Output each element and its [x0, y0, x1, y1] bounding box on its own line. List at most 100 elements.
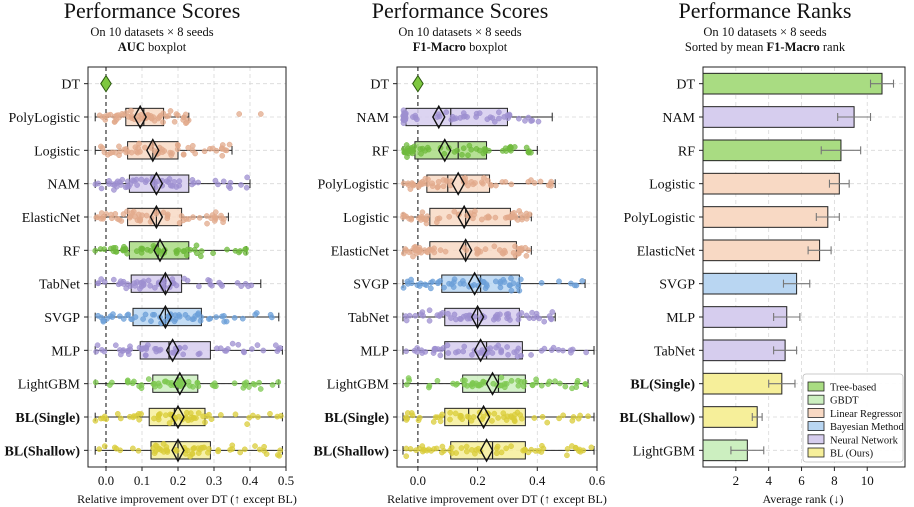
data-point	[223, 348, 230, 354]
row-label: RF	[678, 144, 695, 159]
data-point	[400, 250, 407, 257]
data-point	[491, 118, 498, 125]
data-point	[186, 382, 193, 389]
data-point	[405, 150, 412, 157]
data-point	[143, 352, 149, 359]
data-point	[232, 411, 239, 418]
data-point	[257, 386, 264, 392]
data-point	[229, 340, 236, 347]
data-point	[492, 214, 499, 221]
data-point	[249, 346, 255, 352]
data-point	[431, 446, 437, 452]
data-point	[143, 212, 150, 219]
rank-bar-panel: Performance Ranks On 10 datasets × 8 see…	[620, 0, 906, 506]
row-label: PolyLogistic	[623, 211, 695, 226]
data-point	[445, 310, 451, 317]
data-point	[200, 413, 206, 420]
f1-boxplot-panel: Performance Scores On 10 datasets × 8 se…	[314, 0, 607, 506]
data-point	[114, 178, 121, 185]
x-tick-label: 0.2	[469, 473, 485, 488]
data-point	[152, 442, 159, 449]
mean-marker	[438, 138, 452, 163]
panel-subtitle-line2: F1-Macro boxplot	[413, 40, 508, 54]
legend-label: Tree-based	[830, 383, 877, 394]
data-point	[455, 348, 462, 355]
data-point	[95, 280, 101, 287]
data-point	[123, 285, 130, 292]
data-point	[182, 312, 189, 318]
data-point	[253, 310, 260, 316]
data-point	[569, 385, 575, 392]
row-label: SVGP	[353, 278, 389, 293]
data-point	[441, 150, 448, 157]
data-point	[424, 181, 431, 187]
mean-marker	[149, 171, 164, 196]
row-label: ElasticNet	[637, 244, 695, 259]
data-point	[244, 421, 250, 427]
data-point	[92, 379, 99, 386]
data-point	[98, 215, 104, 222]
data-point	[185, 216, 192, 222]
data-point	[213, 314, 220, 320]
data-point	[433, 219, 440, 226]
data-point	[165, 179, 172, 185]
auc-boxplot-panel: Performance Scores On 10 datasets × 8 se…	[5, 0, 297, 506]
data-point	[496, 247, 503, 253]
panel-subtitle-line1: On 10 datasets × 8 seeds	[90, 25, 213, 39]
row-label: ElasticNet	[331, 244, 389, 259]
data-point	[176, 312, 182, 318]
data-point	[414, 348, 420, 355]
data-point	[439, 449, 445, 456]
data-point	[403, 453, 410, 460]
data-point	[556, 415, 562, 422]
mean-marker	[149, 204, 164, 230]
data-point	[505, 351, 511, 358]
bar	[702, 339, 786, 362]
data-point	[502, 179, 509, 185]
subtitle-pre: Sorted by mean	[685, 40, 767, 54]
panel-title: Performance Scores	[372, 0, 549, 23]
data-point	[117, 280, 124, 287]
data-point	[151, 311, 158, 318]
box-row-dt: DT	[370, 74, 424, 93]
data-point	[426, 307, 433, 314]
data-point	[442, 248, 449, 255]
data-point	[124, 378, 131, 385]
subtitle-metric: AUC	[118, 40, 145, 54]
row-label: BL(Single)	[15, 411, 80, 426]
data-point	[450, 284, 457, 290]
data-point	[124, 148, 131, 155]
mean-marker	[171, 404, 185, 430]
data-point	[117, 148, 124, 155]
legend-swatch	[807, 434, 825, 445]
data-point	[478, 216, 485, 223]
data-point	[209, 145, 216, 152]
data-point	[237, 449, 244, 456]
panel-title: Performance Scores	[64, 0, 241, 23]
data-point	[267, 410, 273, 417]
panel-subtitle-line2: AUC boxplot	[118, 40, 187, 54]
data-point	[523, 312, 530, 319]
data-point	[133, 176, 140, 183]
legend-label: Linear Regressor	[830, 409, 903, 420]
bar	[702, 206, 829, 228]
data-point	[485, 213, 492, 220]
x-tick-label: 0.3	[206, 473, 222, 488]
legend: Tree-based GBDT Linear Regressor Bayesian M…	[802, 373, 905, 463]
data-point	[137, 285, 143, 292]
row-label: TabNet	[654, 344, 695, 359]
data-point	[404, 381, 410, 388]
data-point	[508, 275, 514, 282]
x-tick-label: 4	[765, 473, 772, 488]
data-point	[583, 349, 590, 356]
bar-row-rf: RF	[678, 139, 862, 162]
data-point	[127, 213, 134, 220]
legend-item: BL (Ours)	[807, 447, 874, 460]
data-point	[198, 253, 204, 260]
legend-label: GBDT	[830, 396, 859, 407]
data-point	[98, 185, 105, 192]
data-point	[134, 149, 141, 156]
data-point	[211, 218, 218, 224]
data-point	[426, 317, 433, 324]
data-points	[92, 174, 251, 193]
